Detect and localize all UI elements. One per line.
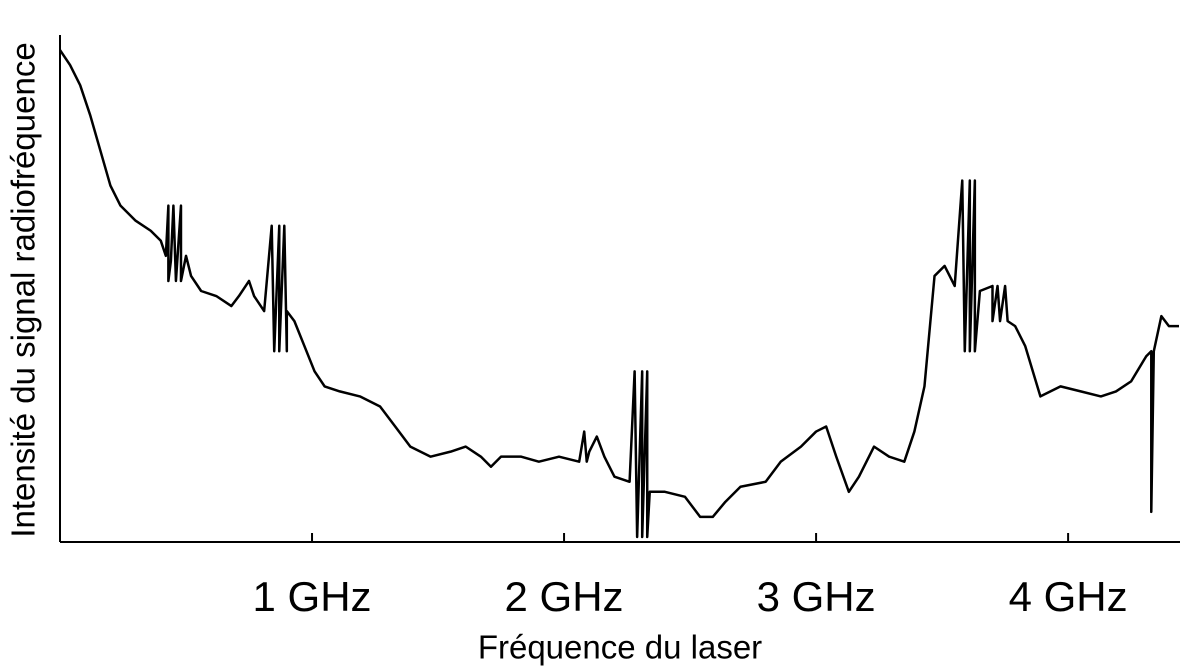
x-tick-label: 4 GHz (1009, 573, 1128, 620)
x-axis-label: Fréquence du laser (478, 629, 762, 666)
data-line (58, 49, 1179, 539)
y-axis-label: Intensité du signal radiofréquence (5, 42, 42, 537)
x-tick-label: 2 GHz (505, 573, 624, 620)
x-tick-label: 3 GHz (757, 573, 876, 620)
x-tick-label: 1 GHz (253, 573, 372, 620)
